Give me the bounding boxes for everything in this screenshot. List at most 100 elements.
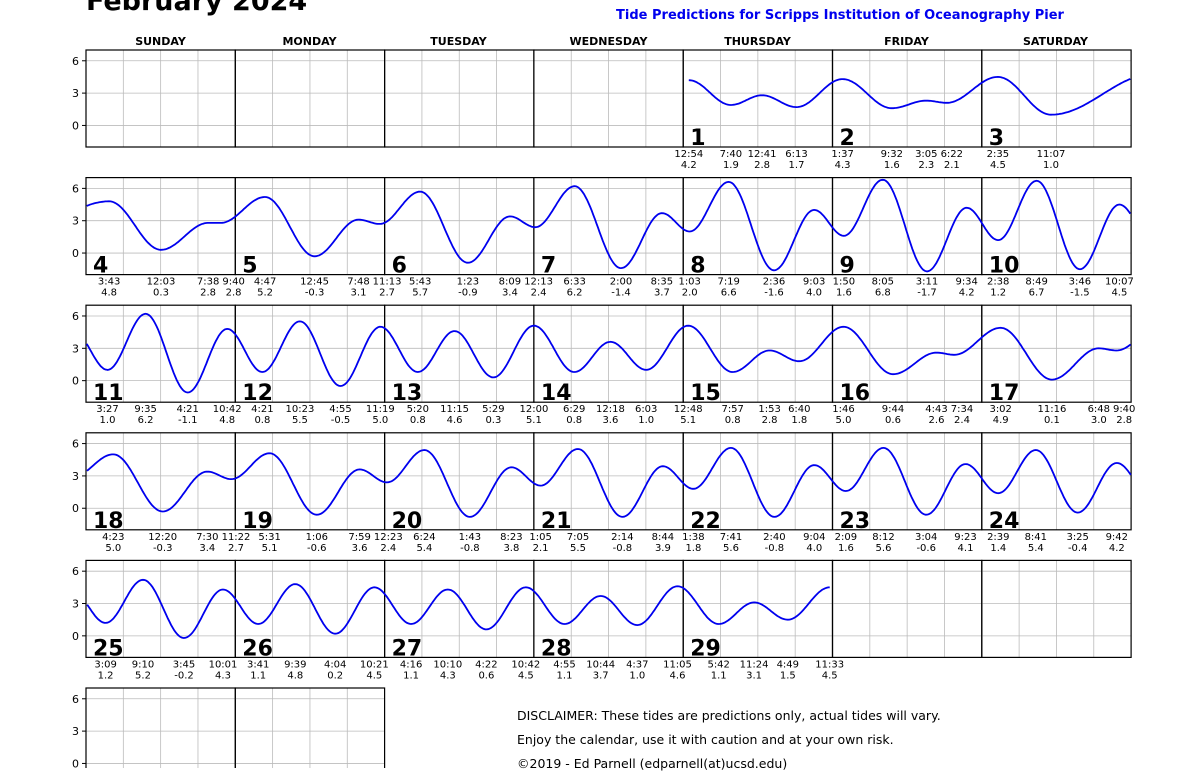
tide-time-label: 4:55	[553, 659, 575, 670]
tide-height-label: 0.8	[410, 415, 426, 426]
tide-height-label: -0.3	[305, 288, 325, 299]
tide-time-label: 11:15	[440, 404, 469, 415]
y-tick-label: 6	[72, 565, 79, 578]
tide-height-label: 0.6	[478, 670, 494, 681]
weekday-saturday: SATURDAY	[1022, 35, 1089, 48]
tide-time-label: 8:05	[872, 277, 894, 288]
tide-height-label: 5.5	[292, 415, 308, 426]
tide-height-label: 2.4	[380, 543, 396, 554]
tide-time-label: 9:39	[284, 659, 306, 670]
day-number: 28	[541, 636, 572, 661]
tide-time-label: 9:35	[134, 404, 156, 415]
tide-time-label: 12:48	[674, 404, 703, 415]
tide-height-label: 2.8	[754, 160, 770, 171]
tide-time-label: 2:14	[611, 532, 633, 543]
day-number: 24	[989, 509, 1020, 534]
tide-height-label: 3.1	[746, 670, 762, 681]
tide-height-label: -0.8	[613, 543, 633, 554]
tide-height-label: 0.1	[1044, 415, 1060, 426]
tide-time-label: 1:43	[459, 532, 481, 543]
tide-height-label: 4.6	[670, 670, 686, 681]
tide-height-label: 3.7	[593, 670, 609, 681]
y-tick-label: 0	[72, 119, 79, 132]
day-number: 19	[242, 509, 273, 534]
tide-time-label: 1:05	[529, 532, 551, 543]
tide-time-label: 9:23	[954, 532, 976, 543]
tide-time-label: 4:21	[176, 404, 198, 415]
tide-height-label: -0.2	[174, 670, 194, 681]
tide-height-label: 3.8	[503, 543, 519, 554]
tide-height-label: 1.6	[884, 160, 900, 171]
weekday-wednesday: WEDNESDAY	[569, 35, 648, 48]
tide-height-label: 0.8	[725, 415, 741, 426]
tide-time-label: 3:43	[98, 277, 120, 288]
tide-time-label: 2:39	[987, 532, 1009, 543]
tide-height-label: 5.0	[105, 543, 121, 554]
y-tick-label: 3	[72, 342, 79, 355]
tide-height-label: 1.0	[1043, 160, 1059, 171]
tide-height-label: 4.2	[1109, 543, 1125, 554]
tide-time-label: 12:18	[596, 404, 625, 415]
day-number: 13	[392, 381, 423, 406]
tide-curve-week-1	[688, 75, 1131, 116]
tide-time-label: 3:05	[915, 149, 937, 160]
tide-time-label: 11:22	[222, 532, 251, 543]
tide-height-label: 4.1	[958, 543, 974, 554]
tide-height-label: -1.6	[764, 288, 784, 299]
y-tick-label: 3	[72, 470, 79, 483]
tide-height-label: 4.6	[447, 415, 463, 426]
tide-height-label: 1.8	[685, 543, 701, 554]
tide-curve-week-2	[86, 178, 1132, 273]
tide-time-label: 10:10	[433, 659, 462, 670]
tide-height-label: -0.8	[460, 543, 480, 554]
tide-height-label: 4.5	[822, 670, 838, 681]
tide-height-label: 6.2	[567, 288, 583, 299]
tide-time-label: 10:21	[360, 659, 389, 670]
tide-height-label: 4.9	[993, 415, 1009, 426]
tide-time-label: 4:23	[102, 532, 124, 543]
tide-height-label: -1.4	[611, 288, 631, 299]
tide-height-label: 2.8	[226, 288, 242, 299]
tide-height-label: 0.3	[153, 288, 169, 299]
tide-height-label: 2.8	[1116, 415, 1132, 426]
tide-height-label: 2.1	[533, 543, 549, 554]
tide-time-label: 1:03	[678, 277, 700, 288]
tide-time-label: 6:22	[941, 149, 963, 160]
tide-height-label: 5.2	[135, 670, 151, 681]
tide-time-label: 12:23	[374, 532, 403, 543]
y-tick-label: 6	[72, 310, 79, 323]
tide-height-label: 1.2	[990, 288, 1006, 299]
tide-height-label: 3.9	[655, 543, 671, 554]
tide-time-label: 8:49	[1025, 277, 1047, 288]
day-number: 1	[690, 126, 705, 151]
tide-time-label: 7:30	[196, 532, 218, 543]
tide-height-label: 5.4	[1028, 543, 1044, 554]
tide-height-label: -0.3	[153, 543, 173, 554]
tide-height-label: 2.6	[929, 415, 945, 426]
tide-height-label: 6.6	[721, 288, 737, 299]
tide-time-label: 7:59	[348, 532, 370, 543]
tide-time-label: 9:04	[803, 532, 825, 543]
tide-time-label: 7:40	[720, 149, 742, 160]
tide-height-label: -1.5	[1070, 288, 1090, 299]
tide-height-label: 1.9	[723, 160, 739, 171]
day-number: 6	[392, 254, 407, 279]
chart-subtitle: Tide Predictions for Scripps Institution…	[616, 8, 1064, 23]
day-number: 5	[242, 254, 257, 279]
tide-height-label: 5.6	[723, 543, 739, 554]
tide-time-label: 3:04	[915, 532, 937, 543]
y-tick-label: 0	[72, 502, 79, 515]
tide-height-label: 4.8	[287, 670, 303, 681]
tide-height-label: 1.0	[100, 415, 116, 426]
day-number: 3	[989, 126, 1004, 151]
tide-time-label: 1:50	[833, 277, 855, 288]
tide-height-label: 1.7	[789, 160, 805, 171]
day-number: 8	[690, 254, 705, 279]
tide-time-label: 12:13	[524, 277, 553, 288]
tide-time-label: 9:42	[1106, 532, 1128, 543]
disclaimer-line-2: Enjoy the calendar, use it with caution …	[517, 732, 894, 747]
tide-height-label: 5.0	[372, 415, 388, 426]
tide-time-label: 9:10	[132, 659, 154, 670]
tide-height-label: 3.1	[351, 288, 367, 299]
